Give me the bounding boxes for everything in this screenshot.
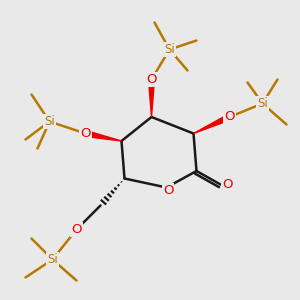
Text: O: O <box>146 73 157 86</box>
Text: Si: Si <box>257 97 268 110</box>
Polygon shape <box>194 114 231 134</box>
Text: O: O <box>71 223 82 236</box>
Text: O: O <box>224 110 235 124</box>
Text: O: O <box>163 184 173 197</box>
Polygon shape <box>148 80 154 117</box>
Text: Si: Si <box>44 115 55 128</box>
Text: Si: Si <box>47 253 58 266</box>
Text: O: O <box>80 127 91 140</box>
Polygon shape <box>85 130 122 141</box>
Text: O: O <box>222 178 232 191</box>
Text: Si: Si <box>164 43 175 56</box>
